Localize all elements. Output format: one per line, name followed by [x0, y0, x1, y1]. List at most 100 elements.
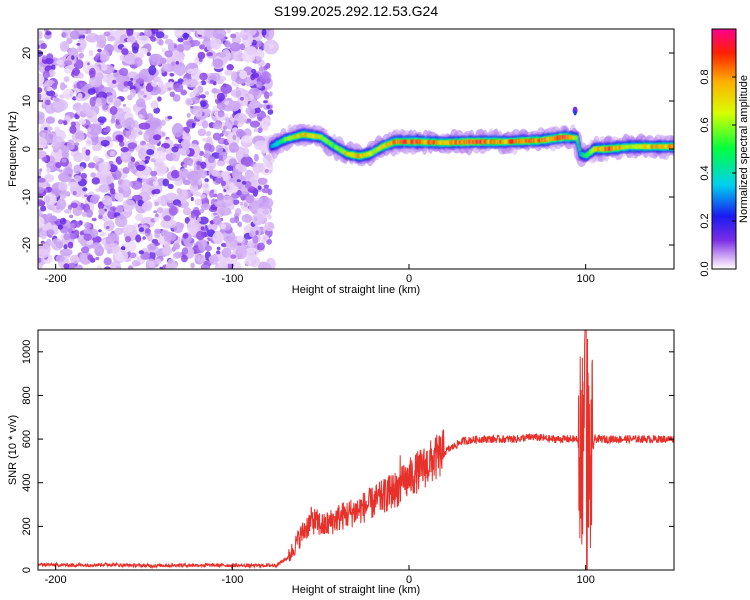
x-tick-label: -200 — [45, 273, 67, 285]
y-tick-label: -20 — [21, 237, 33, 253]
noise-blob — [193, 109, 203, 117]
noise-blob — [252, 162, 264, 174]
noise-blob — [243, 202, 248, 208]
noise-blob — [262, 154, 275, 165]
noise-blob — [57, 224, 64, 230]
noise-blob — [232, 134, 237, 141]
noise-blob — [239, 70, 248, 80]
noise-blob — [226, 64, 234, 71]
noise-blob — [67, 139, 75, 150]
noise-blob — [173, 65, 187, 75]
noise-blob — [153, 150, 167, 163]
y-tick-label: 0 — [21, 567, 33, 573]
noise-blob — [154, 201, 160, 207]
noise-blob — [233, 120, 238, 126]
noise-blob — [135, 98, 146, 108]
noise-blob — [143, 144, 149, 150]
noise-blob — [196, 165, 201, 171]
y-tick-label: 20 — [21, 47, 33, 59]
noise-blob — [226, 29, 232, 34]
noise-blob — [122, 103, 127, 107]
noise-blob — [167, 87, 172, 91]
ridge-cell — [576, 140, 580, 144]
noise-blob — [190, 262, 195, 269]
snr-background — [38, 330, 674, 570]
noise-blob — [55, 162, 62, 168]
noise-blob — [46, 90, 56, 97]
noise-blob — [98, 183, 110, 193]
noise-blob — [123, 87, 129, 93]
noise-blob — [63, 209, 72, 214]
noise-blob — [71, 67, 81, 76]
noise-blob — [249, 230, 255, 238]
noise-blob — [59, 217, 67, 225]
noise-blob — [199, 208, 205, 214]
noise-blob — [199, 44, 205, 50]
noise-blob — [101, 63, 108, 71]
snr-series-line — [38, 330, 674, 570]
noise-blob — [71, 55, 75, 60]
noise-blob — [84, 222, 91, 230]
noise-blob — [38, 137, 48, 150]
noise-blob — [44, 127, 49, 131]
noise-blob — [212, 29, 227, 40]
noise-blob — [200, 100, 207, 108]
ridge-cell — [575, 135, 579, 141]
noise-blob — [224, 69, 232, 76]
noise-blob — [122, 199, 136, 211]
noise-blob — [83, 233, 92, 241]
y-tick-label: -10 — [21, 189, 33, 205]
noise-blob — [257, 185, 262, 190]
noise-blob — [98, 92, 103, 99]
noise-blob — [187, 160, 193, 167]
noise-blob — [63, 76, 70, 83]
noise-blob — [236, 179, 241, 183]
noise-blob — [80, 246, 90, 254]
noise-blob — [42, 70, 50, 79]
noise-blob — [172, 94, 181, 102]
noise-blob — [197, 169, 208, 179]
noise-blob — [267, 188, 273, 196]
noise-blob — [209, 79, 214, 84]
noise-blob — [139, 47, 148, 55]
noise-blob — [62, 89, 74, 100]
noise-blob — [78, 72, 84, 79]
noise-blob — [63, 244, 68, 250]
figure-title: S199.2025.292.12.53.G24 — [274, 3, 438, 19]
noise-blob — [59, 82, 66, 91]
noise-blob — [91, 217, 97, 222]
noise-blob — [45, 116, 56, 124]
noise-blob — [38, 169, 42, 177]
noise-blob — [232, 87, 248, 99]
noise-blob — [228, 158, 237, 167]
noise-blob — [206, 45, 213, 51]
x-tick-label: 100 — [576, 574, 594, 586]
noise-blob — [167, 183, 174, 190]
noise-blob — [164, 50, 173, 58]
noise-blob — [265, 62, 271, 69]
noise-blob — [158, 39, 164, 46]
ridge-spike-core — [573, 110, 577, 116]
noise-blob — [47, 126, 53, 131]
noise-blob — [110, 206, 117, 212]
noise-blob — [178, 168, 189, 179]
noise-blob — [91, 242, 102, 250]
noise-blob — [204, 178, 209, 183]
noise-blob — [178, 147, 190, 156]
noise-blob — [151, 81, 158, 87]
y-tick-label: 10 — [21, 95, 33, 107]
noise-blob — [87, 162, 97, 169]
noise-blob — [187, 219, 199, 235]
noise-blob — [46, 86, 52, 92]
snr-x-label: Height of straight line (km) — [292, 584, 420, 596]
noise-blob — [218, 52, 226, 58]
noise-blob — [142, 81, 148, 87]
noise-blob — [246, 93, 254, 102]
noise-blob — [87, 254, 94, 261]
noise-blob — [246, 248, 256, 262]
noise-blob — [67, 262, 76, 269]
noise-blob — [200, 203, 211, 211]
noise-blob — [136, 35, 150, 45]
noise-blob — [38, 111, 45, 120]
